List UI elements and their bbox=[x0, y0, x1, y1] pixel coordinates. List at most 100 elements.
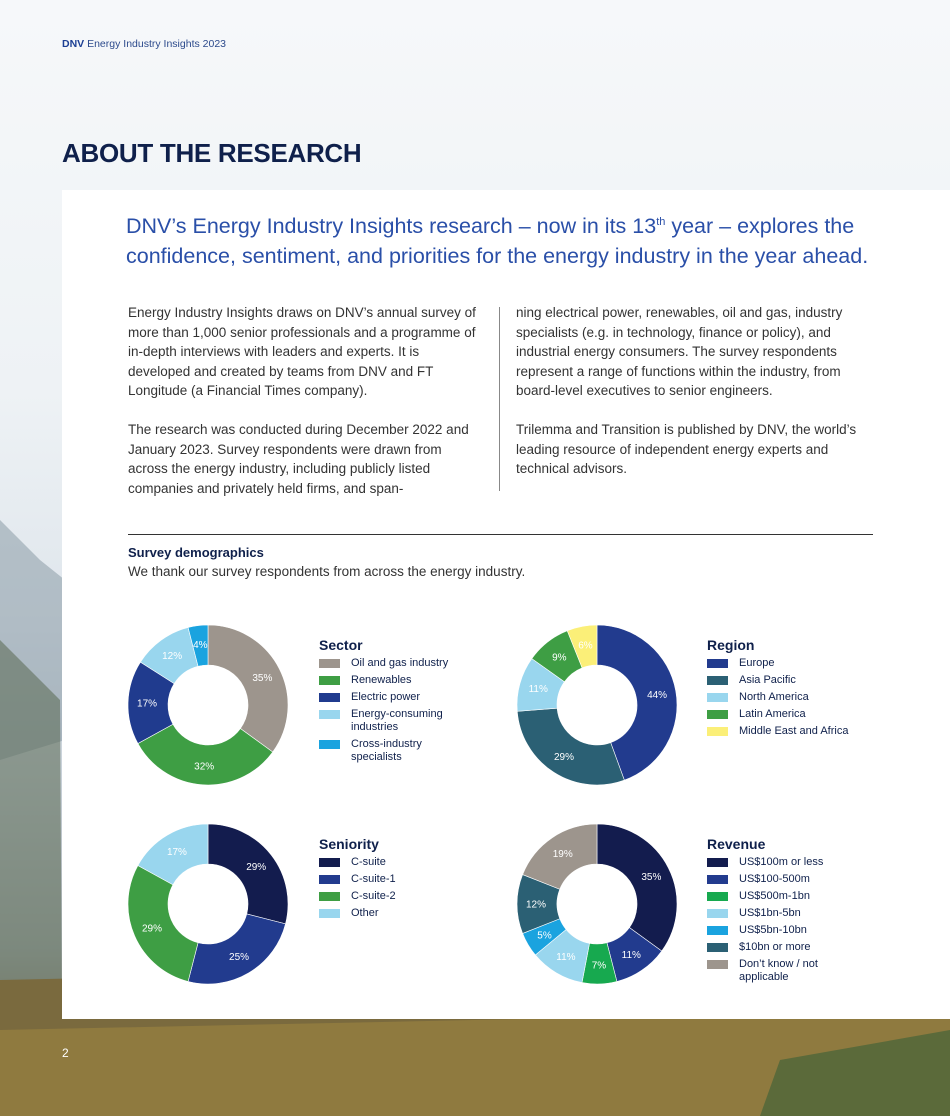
donut-slice-label: 29% bbox=[246, 862, 266, 873]
legend-item-us-5bn-10bn: US$5bn-10bn bbox=[707, 924, 887, 937]
content-panel bbox=[62, 190, 950, 1019]
running-head-brand: DNV bbox=[62, 38, 85, 50]
body-column-right: ning electrical power, renewables, oil a… bbox=[516, 303, 876, 498]
legend-title: Region bbox=[707, 637, 755, 653]
donut-slice-c-suite-1 bbox=[187, 913, 286, 985]
legend-item-other: Other bbox=[319, 907, 499, 920]
body-paragraph: Energy Industry Insights draws on DNV’s … bbox=[128, 305, 476, 398]
seniority-donut-chart: 29% 25% 29% 17% bbox=[127, 823, 289, 985]
legend-label: Electric power bbox=[351, 691, 421, 703]
legend-swatch bbox=[707, 926, 728, 935]
revenue-legend: Revenue US$100m or less US$100-500m US$500m… bbox=[707, 836, 887, 988]
legend-label: Latin America bbox=[739, 708, 806, 720]
running-head-publication: Energy Industry Insights 2023 bbox=[87, 38, 227, 50]
legend-label: US$500m-1bn bbox=[739, 890, 810, 902]
legend-title: Seniority bbox=[319, 836, 379, 852]
legend-title: Revenue bbox=[707, 836, 766, 852]
legend-item-us-100-500m: US$100-500m bbox=[707, 873, 887, 886]
donut-slice-asia-pacific bbox=[516, 707, 625, 786]
section-rule bbox=[128, 534, 873, 535]
legend-item-don-t-know-not-applicable: Don’t know / not applicable bbox=[707, 958, 887, 984]
donut-slice-cross-industry-specialists bbox=[187, 624, 209, 667]
donut-slice-other bbox=[137, 823, 209, 886]
legend-label: North America bbox=[739, 691, 809, 703]
donut-slice-label: 9% bbox=[552, 653, 567, 664]
lead-text-end: year – explores the confidence, sentimen… bbox=[126, 214, 869, 269]
donut-slice-label: 32% bbox=[194, 761, 214, 772]
legend-label: Middle East and Africa bbox=[739, 725, 849, 737]
legend-item-energy-consuming-industries: Energy-consuming industries bbox=[319, 708, 499, 734]
legend-swatch bbox=[707, 727, 728, 736]
page-number: 2 bbox=[62, 1046, 69, 1060]
donut-slice-label: 6% bbox=[578, 641, 593, 652]
legend-swatch bbox=[319, 710, 340, 719]
demographics-title: Survey demographics bbox=[128, 545, 264, 560]
legend-item-10bn-or-more: $10bn or more bbox=[707, 941, 887, 954]
donut-slice-label: 12% bbox=[526, 900, 546, 911]
legend-swatch bbox=[319, 693, 340, 702]
sector-legend: Sector Oil and gas industry Renewables Elec… bbox=[319, 637, 499, 768]
donut-slice-label: 29% bbox=[554, 752, 574, 763]
revenue-donut-chart: 35% 11% 7% 11% 5% 12% 19% bbox=[516, 823, 678, 985]
legend-label: Don’t know / not applicable bbox=[739, 958, 818, 983]
body-column-left: Energy Industry Insights draws on DNV’s … bbox=[128, 303, 478, 518]
donut-slice-middle-east-and-africa bbox=[566, 624, 598, 669]
legend-item-latin-america: Latin America bbox=[707, 708, 887, 721]
demographics-subtitle: We thank our survey respondents from acr… bbox=[128, 564, 526, 579]
donut-slice-label: 25% bbox=[229, 952, 249, 963]
legend-item-us-100m-or-less: US$100m or less bbox=[707, 856, 887, 869]
legend-swatch bbox=[707, 875, 728, 884]
donut-slice-c-suite bbox=[207, 823, 289, 925]
legend-swatch bbox=[319, 740, 340, 749]
legend-item-electric-power: Electric power bbox=[319, 691, 499, 704]
legend-item-middle-east-and-africa: Middle East and Africa bbox=[707, 725, 887, 738]
running-head: DNV Energy Industry Insights 2023 bbox=[62, 38, 226, 50]
legend-swatch bbox=[707, 676, 728, 685]
page-title: ABOUT THE RESEARCH bbox=[62, 138, 362, 168]
donut-slice-label: 11% bbox=[529, 684, 548, 695]
lead-statement: DNV’s Energy Industry Insights research … bbox=[126, 207, 886, 271]
legend-label: C-suite-2 bbox=[351, 890, 396, 902]
donut-slice-label: 5% bbox=[537, 931, 552, 942]
region-donut-chart: 44% 29% 11% 9% 6% bbox=[516, 624, 678, 786]
donut-slice-label: 29% bbox=[142, 924, 162, 935]
seniority-legend: Seniority C-suite C-suite-1 C-suite-2 Other bbox=[319, 836, 499, 924]
donut-slice-label: 17% bbox=[137, 699, 157, 710]
donut-slice-don-t-know-not-applicable bbox=[522, 823, 598, 890]
legend-swatch bbox=[319, 892, 340, 901]
legend-item-c-suite-2: C-suite-2 bbox=[319, 890, 499, 903]
legend-swatch bbox=[707, 909, 728, 918]
legend-swatch bbox=[319, 875, 340, 884]
legend-label: Renewables bbox=[351, 674, 412, 686]
legend-label: Oil and gas industry bbox=[351, 657, 449, 669]
donut-slice-label: 35% bbox=[641, 872, 661, 883]
legend-item-us-500m-1bn: US$500m-1bn bbox=[707, 890, 887, 903]
sector-donut-chart: 35% 32% 17% 12% 4% bbox=[127, 624, 289, 786]
lead-text-start: DNV’s Energy Industry Insights research … bbox=[126, 214, 657, 239]
lead-ordinal-suffix: th bbox=[656, 216, 666, 228]
legend-swatch bbox=[707, 960, 728, 969]
donut-slice-renewables bbox=[137, 723, 274, 786]
donut-slice-label: 7% bbox=[592, 960, 607, 971]
legend-label: Cross-industry specialists bbox=[351, 738, 422, 763]
donut-slice-us-100m-or-less bbox=[596, 823, 678, 952]
legend-label: Energy-consuming industries bbox=[351, 708, 443, 733]
legend-swatch bbox=[319, 676, 340, 685]
legend-label: Asia Pacific bbox=[739, 674, 796, 686]
donut-slice-label: 19% bbox=[553, 849, 573, 860]
legend-item-renewables: Renewables bbox=[319, 674, 499, 687]
legend-swatch bbox=[707, 659, 728, 668]
legend-label: $10bn or more bbox=[739, 941, 811, 953]
legend-label: US$5bn-10bn bbox=[739, 924, 807, 936]
legend-item-europe: Europe bbox=[707, 657, 887, 670]
legend-item-c-suite: C-suite bbox=[319, 856, 499, 869]
donut-slice-oil-and-gas-industry bbox=[207, 624, 289, 753]
legend-label: US$100-500m bbox=[739, 873, 810, 885]
donut-slice-label: 12% bbox=[162, 651, 182, 662]
donut-slice-label: 11% bbox=[556, 952, 575, 963]
donut-slice-label: 4% bbox=[193, 640, 208, 651]
column-divider bbox=[499, 307, 500, 491]
legend-item-c-suite-1: C-suite-1 bbox=[319, 873, 499, 886]
legend-swatch bbox=[707, 943, 728, 952]
body-paragraph: The research was conducted during Decemb… bbox=[128, 422, 469, 496]
